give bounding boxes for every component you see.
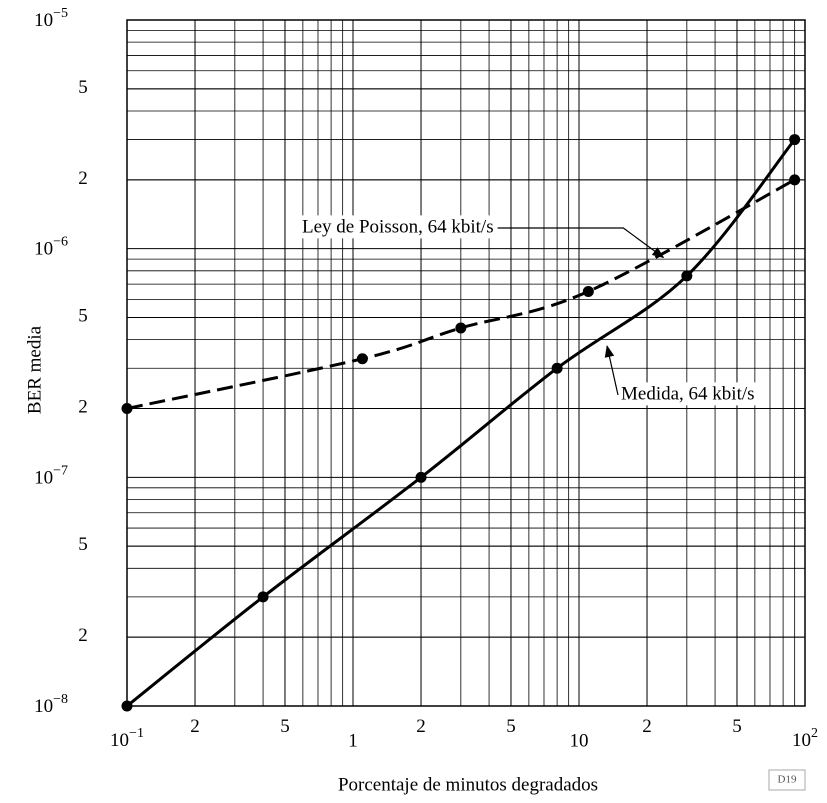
tick-label: 2 [416,716,426,737]
tick-label: 5 [78,306,88,327]
tick-label-base: 10 [34,239,53,260]
data-point [121,700,133,712]
x-axis-title: Porcentaje de minutos degradados [338,774,598,795]
tick-label: 1 [348,730,358,751]
annotation-background [618,382,758,406]
tick-label: 10−5 [34,6,68,31]
tick-label: 2 [642,716,652,737]
tick-label-base: 5 [280,716,290,737]
tick-label-base: 2 [642,716,652,737]
data-point [455,322,467,334]
tick-label-base: 5 [732,716,742,737]
series-line [126,138,796,708]
data-point [582,285,594,297]
tick-label: 10−8 [34,692,68,717]
tick-label: 102 [792,726,818,751]
data-point [789,134,801,146]
y-axis-title: BER media [24,325,45,414]
tick-label: 10−6 [34,235,68,260]
tick-label-base: 2 [416,716,426,737]
tick-label-base: 5 [506,716,516,737]
tick-label: 5 [78,535,88,556]
data-point [681,270,693,282]
plot-frame [126,19,806,707]
annotation-leader [604,345,619,396]
tick-label-base: 5 [78,535,88,556]
tick-label-base: 2 [78,168,88,189]
tick-label: 5 [506,716,516,737]
tick-label-base: 5 [78,77,88,98]
tick-label-base: 10 [792,730,811,751]
tick-label-base: 2 [78,626,88,647]
tick-label-base: 10 [34,10,53,31]
tick-label: 10 [570,730,589,751]
tick-label: 5 [732,716,742,737]
data-point [121,402,133,414]
tick-label: 2 [78,626,88,647]
tick-label-exp: −8 [53,692,68,707]
tick-label: 10−1 [110,726,144,751]
series-annotation: Ley de Poisson, 64 kbit/s [302,216,494,237]
tick-label: 5 [280,716,290,737]
data-point [415,471,427,483]
tick-label-base: 5 [78,306,88,327]
data-point [551,362,563,374]
annotation-background [299,215,497,239]
tick-label-base: 10 [34,468,53,489]
tick-label: 10−7 [34,464,68,489]
tick-label: 2 [190,716,200,737]
data-point [257,591,269,603]
tick-label-exp: −1 [129,726,144,741]
tick-label-exp: −6 [53,235,68,250]
tick-label: 2 [78,397,88,418]
tick-label-exp: −5 [53,6,68,21]
series-annotation: Medida, 64 kbit/s [621,383,755,404]
figure-id: D19 [778,774,797,786]
data-point [789,174,801,186]
tick-label-base: 10 [110,730,129,751]
series-line [126,178,796,410]
tick-label-exp: −7 [53,464,68,479]
tick-label: 2 [78,168,88,189]
tick-label-base: 10 [34,696,53,717]
data-point [356,353,368,365]
tick-label-base: 2 [190,716,200,737]
grid [127,20,805,706]
tick-label-exp: 2 [811,726,818,741]
tick-label: 5 [78,77,88,98]
figure-id-box [768,769,806,791]
annotation-leader [497,227,665,259]
tick-label-base: 2 [78,397,88,418]
